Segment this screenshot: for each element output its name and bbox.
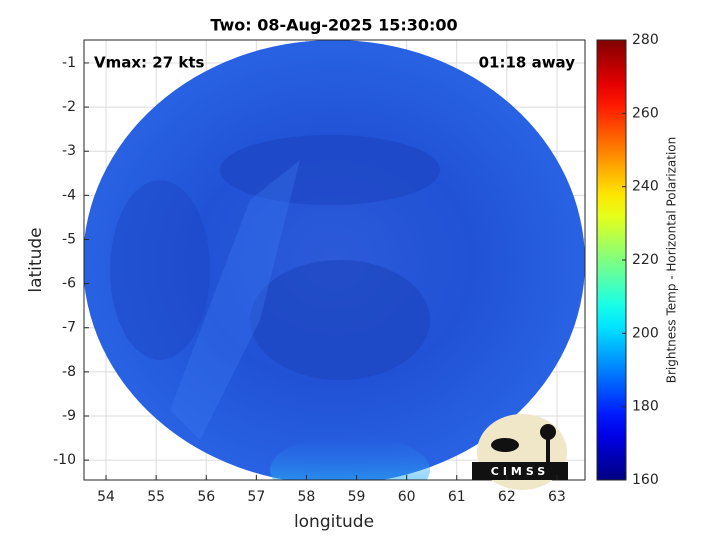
colorbar <box>596 39 627 481</box>
colorbar-tick-label: 200 <box>632 325 659 341</box>
y-tick-label: -3 <box>62 143 76 159</box>
x-tick-label: 59 <box>348 489 366 505</box>
colorbar-tick-label: 160 <box>632 472 659 488</box>
x-tick-label: 61 <box>448 489 466 505</box>
y-tick-label: -1 <box>62 55 76 71</box>
y-axis-label: latitude <box>26 227 46 292</box>
x-tick-label: 63 <box>548 489 566 505</box>
x-tick-label: 56 <box>197 489 215 505</box>
x-tick-label: 60 <box>398 489 416 505</box>
x-tick-label: 58 <box>298 489 316 505</box>
colorbar-tick-label: 220 <box>632 252 659 268</box>
y-tick-label: -7 <box>62 320 76 336</box>
x-tick-label: 57 <box>247 489 265 505</box>
plot-frame <box>83 39 586 481</box>
colorbar-tick-label: 240 <box>632 179 659 195</box>
y-tick-label: -5 <box>62 231 76 247</box>
annotation: Vmax: 27 kts <box>94 54 204 72</box>
chart-title: Two: 08-Aug-2025 15:30:00 <box>210 16 457 35</box>
x-tick-label: 62 <box>498 489 516 505</box>
y-tick-label: -8 <box>62 364 76 380</box>
y-tick-label: -4 <box>62 187 76 203</box>
y-tick-label: -2 <box>62 99 76 115</box>
x-axis-label: longitude <box>294 512 374 532</box>
logo-text: CIMSS <box>491 465 549 478</box>
annotation: 01:18 away <box>479 54 576 72</box>
logo: CIMSS <box>472 414 568 490</box>
colorbar-tick-label: 280 <box>632 32 659 48</box>
y-tick-label: -6 <box>62 276 76 292</box>
x-tick-label: 54 <box>97 489 115 505</box>
colorbar-tick-label: 260 <box>632 105 659 121</box>
colorbar-label: Brightness Temp - Horizontal Polarizatio… <box>665 137 679 384</box>
colorbar-tick-label: 180 <box>632 399 659 415</box>
x-tick-label: 55 <box>147 489 165 505</box>
y-tick-label: -10 <box>53 452 76 468</box>
brightness-image <box>84 40 585 480</box>
y-tick-label: -9 <box>62 408 76 424</box>
